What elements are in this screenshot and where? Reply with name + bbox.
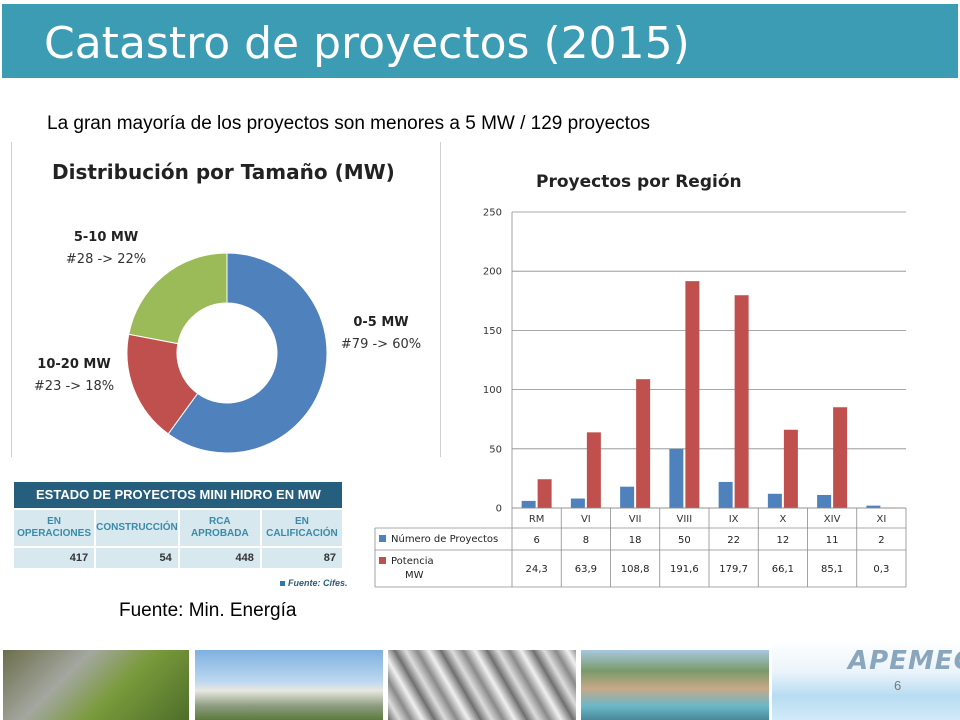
data-table-value: 6 <box>533 535 539 546</box>
donut-chart-title: Distribución por Tamaño (MW) <box>52 160 395 184</box>
photo-water-channel <box>581 650 769 720</box>
x-tick-label: VIII <box>677 514 693 525</box>
status-column-value: 448 <box>179 548 260 568</box>
x-tick-label: IX <box>729 514 739 525</box>
x-tick-label: RM <box>529 514 545 525</box>
logo-background <box>772 640 960 720</box>
apemec-logo: APEMEC <box>848 646 960 676</box>
legend-label: Número de Proyectos <box>391 533 498 545</box>
title-bar <box>2 4 958 78</box>
bar <box>669 448 684 508</box>
x-tick-label: VII <box>629 514 642 525</box>
legend-key <box>379 535 386 542</box>
data-table-value: 24,3 <box>525 564 547 575</box>
data-table-value: 2 <box>878 535 884 546</box>
status-column-header: RCA APROBADA <box>179 510 260 546</box>
status-column: EN OPERACIONES 417 <box>14 510 95 568</box>
bar <box>783 429 798 508</box>
data-table-value: 108,8 <box>621 564 650 575</box>
bar <box>817 494 832 508</box>
donut-chart: 0-5 MW #79 -> 60% 10-20 MW #23 -> 18% 5-10 M… <box>34 230 421 454</box>
donut-value-label: #28 -> 22% <box>66 252 146 267</box>
data-table-value: 12 <box>777 535 790 546</box>
data-table-value: 63,9 <box>575 564 597 575</box>
bar <box>586 432 601 508</box>
y-tick-label: 150 <box>483 326 502 337</box>
status-column: RCA APROBADA 448 <box>179 510 260 568</box>
legend-label: MW <box>405 570 424 581</box>
photo-power-house <box>195 650 383 720</box>
data-table-value: 85,1 <box>821 564 843 575</box>
bar <box>767 493 782 508</box>
status-table: ESTADO DE PROYECTOS MINI HIDRO EN MW EN O… <box>14 482 342 568</box>
status-table-source: Fuente: Cifes. <box>280 578 348 588</box>
status-column-value: 417 <box>14 548 95 568</box>
status-column: EN CALIFICACIÓN 87 <box>261 510 342 568</box>
bar <box>685 281 700 508</box>
status-table-grid: EN OPERACIONES 417 CONSTRUCCIÓN 54 RCA APR… <box>14 510 342 568</box>
bar-chart-title: Proyectos por Región <box>536 172 742 192</box>
data-table-value: 179,7 <box>719 564 748 575</box>
photo-intake-structure <box>3 650 189 720</box>
bar <box>521 500 536 508</box>
status-column: CONSTRUCCIÓN 54 <box>96 510 178 568</box>
x-tick-label: XIV <box>824 514 841 525</box>
donut-category-label: 10-20 MW <box>37 357 110 372</box>
donut-value-label: #23 -> 18% <box>34 379 114 394</box>
data-table-value: 11 <box>826 535 839 546</box>
bar <box>620 486 635 508</box>
status-column-value: 87 <box>261 548 342 568</box>
slide-subtitle: La gran mayoría de los proyectos son men… <box>47 113 651 134</box>
data-table-value: 191,6 <box>670 564 699 575</box>
bar <box>537 479 552 508</box>
status-column-value: 54 <box>96 548 178 568</box>
donut-category-label: 5-10 MW <box>74 230 138 245</box>
y-tick-label: 250 <box>483 208 502 219</box>
y-tick-label: 100 <box>483 385 502 396</box>
legend-key <box>379 557 386 564</box>
photo-turbine-blades <box>388 650 576 720</box>
donut-category-label: 0-5 MW <box>353 315 408 330</box>
data-table-value: 22 <box>727 535 740 546</box>
donut-value-label: #79 -> 60% <box>341 337 421 352</box>
legend-label: Potencia <box>391 556 434 567</box>
bar <box>718 481 733 508</box>
donut-slice <box>128 252 228 345</box>
bar-chart: 0 50 100 150 200 250 RM VI VII VIII IX X XIV XI 6 8 18 50… <box>374 208 907 588</box>
bar <box>636 379 651 508</box>
x-tick-label: XI <box>876 514 886 525</box>
data-table-value: 0,3 <box>873 564 889 575</box>
chart-source: Fuente: Min. Energía <box>119 600 297 621</box>
divider-left <box>11 142 12 457</box>
data-table-value: 18 <box>629 535 642 546</box>
data-table-value: 50 <box>678 535 691 546</box>
x-tick-label: VI <box>581 514 591 525</box>
page-number: 6 <box>894 678 902 693</box>
bar <box>866 505 881 508</box>
y-tick-label: 50 <box>489 444 502 455</box>
bar <box>734 295 749 508</box>
status-column-header: EN CALIFICACIÓN <box>261 510 342 546</box>
status-column-header: EN OPERACIONES <box>14 510 95 546</box>
x-tick-label: X <box>779 514 786 525</box>
divider-middle <box>440 142 441 457</box>
bar <box>833 407 848 508</box>
data-table-value: 8 <box>583 535 589 546</box>
y-tick-label: 200 <box>483 267 502 278</box>
y-tick-label: 0 <box>496 504 502 515</box>
data-table-value: 66,1 <box>772 564 794 575</box>
status-column-header: CONSTRUCCIÓN <box>96 510 178 546</box>
slide-title: Catastro de proyectos (2015) <box>44 18 690 69</box>
donut-slice <box>167 252 328 454</box>
status-table-title: ESTADO DE PROYECTOS MINI HIDRO EN MW <box>14 482 342 508</box>
bar <box>570 498 585 508</box>
